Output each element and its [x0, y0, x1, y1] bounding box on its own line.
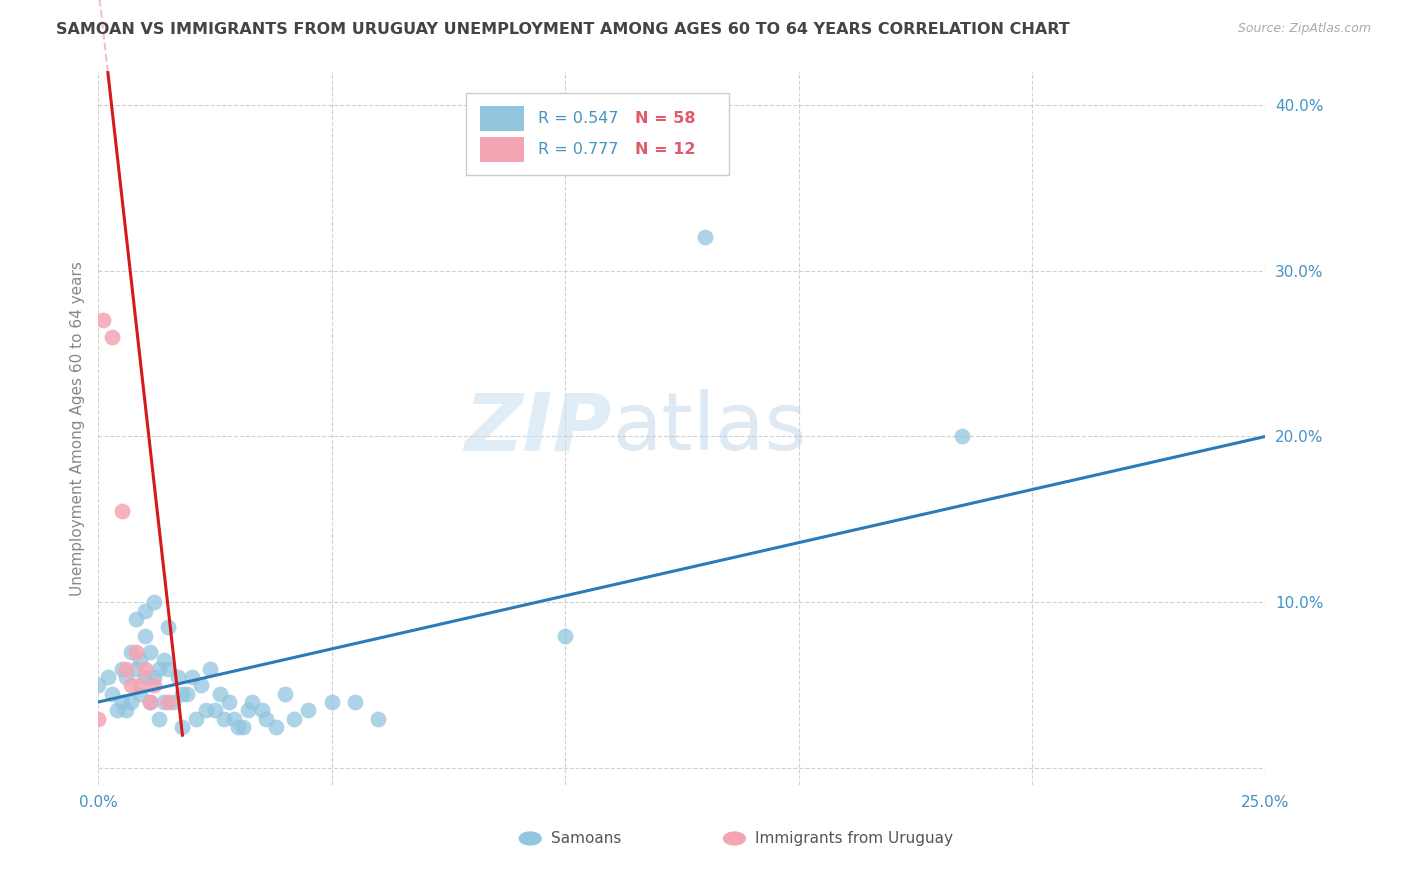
Point [176, 687, 198, 701]
Point [186, 712, 208, 726]
Point [162, 695, 184, 709]
Point [228, 720, 250, 734]
Point [129, 687, 152, 701]
Point [125, 612, 148, 626]
Point [97, 670, 120, 684]
Point [115, 662, 138, 676]
Point [274, 687, 297, 701]
Point [134, 662, 156, 676]
Point [157, 695, 180, 709]
Point [111, 504, 134, 518]
Point [157, 662, 180, 676]
Circle shape [519, 831, 541, 846]
Point [344, 695, 367, 709]
Point [129, 653, 152, 667]
Point [152, 695, 174, 709]
Point [695, 230, 717, 244]
Point [200, 662, 222, 676]
Point [172, 687, 194, 701]
Point [120, 695, 142, 709]
Text: N = 58: N = 58 [636, 111, 696, 126]
Point [120, 645, 142, 659]
Point [139, 695, 162, 709]
Point [172, 720, 194, 734]
Point [91, 313, 114, 327]
Point [134, 670, 156, 684]
Point [218, 695, 240, 709]
Text: R = 0.777: R = 0.777 [538, 142, 619, 157]
Point [134, 629, 156, 643]
Point [143, 678, 166, 692]
Point [283, 712, 305, 726]
Point [139, 695, 162, 709]
Point [87, 678, 110, 692]
Point [101, 687, 124, 701]
Bar [479, 105, 524, 130]
Circle shape [723, 831, 747, 846]
Point [120, 678, 142, 692]
Point [242, 695, 264, 709]
Point [190, 678, 212, 692]
Point [222, 712, 245, 726]
Point [194, 703, 217, 717]
Text: atlas: atlas [612, 389, 806, 467]
Point [105, 703, 128, 717]
Point [115, 703, 138, 717]
Point [236, 703, 259, 717]
Point [250, 703, 273, 717]
Point [367, 712, 389, 726]
Point [143, 670, 166, 684]
Point [152, 653, 174, 667]
Point [208, 687, 231, 701]
Text: Immigrants from Uruguay: Immigrants from Uruguay [755, 831, 953, 846]
Point [129, 678, 152, 692]
Point [134, 604, 156, 618]
Point [148, 662, 170, 676]
Bar [479, 137, 524, 162]
Point [139, 645, 162, 659]
Point [157, 620, 180, 634]
Text: R = 0.547: R = 0.547 [538, 111, 619, 126]
Point [554, 629, 576, 643]
Text: Source: ZipAtlas.com: Source: ZipAtlas.com [1237, 22, 1371, 36]
Point [125, 645, 148, 659]
Point [148, 712, 170, 726]
Point [143, 595, 166, 609]
Text: Samoans: Samoans [551, 831, 621, 846]
Text: ZIP: ZIP [464, 389, 612, 467]
Point [264, 720, 287, 734]
Point [321, 695, 343, 709]
Y-axis label: Unemployment Among Ages 60 to 64 years: Unemployment Among Ages 60 to 64 years [69, 260, 84, 596]
Point [232, 720, 254, 734]
Point [180, 670, 202, 684]
Point [101, 330, 124, 344]
Point [214, 712, 236, 726]
Point [111, 695, 134, 709]
Point [256, 712, 278, 726]
Point [87, 712, 110, 726]
Point [111, 662, 134, 676]
Text: SAMOAN VS IMMIGRANTS FROM URUGUAY UNEMPLOYMENT AMONG AGES 60 TO 64 YEARS CORRELA: SAMOAN VS IMMIGRANTS FROM URUGUAY UNEMPL… [56, 22, 1070, 37]
Point [297, 703, 319, 717]
Point [204, 703, 226, 717]
Point [115, 670, 138, 684]
Point [950, 429, 973, 443]
Point [166, 670, 188, 684]
Text: N = 12: N = 12 [636, 142, 696, 157]
Point [125, 662, 148, 676]
Bar [465, 93, 728, 175]
